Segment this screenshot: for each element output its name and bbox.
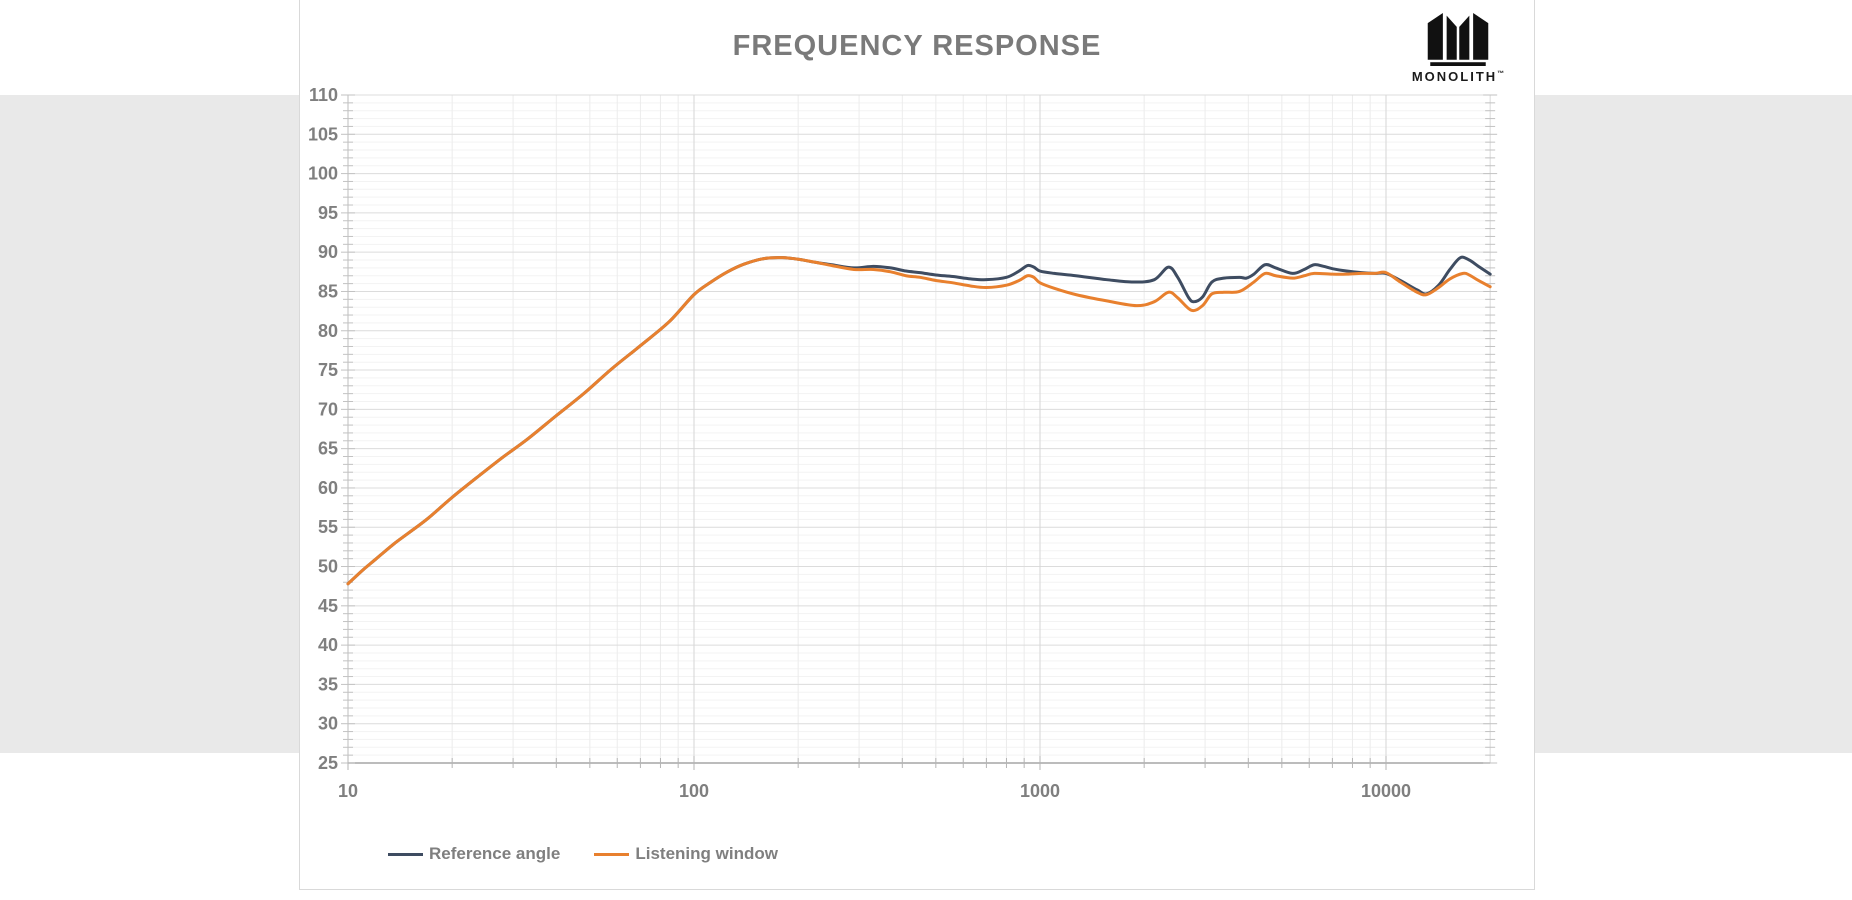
y-tick-label: 60 xyxy=(318,478,338,498)
y-tick-label: 30 xyxy=(318,714,338,734)
y-tick-label: 80 xyxy=(318,321,338,341)
y-tick-label: 25 xyxy=(318,753,338,773)
y-tick-label: 95 xyxy=(318,203,338,223)
legend-label-listening-window: Listening window xyxy=(635,844,778,863)
legend-swatch-listening-window xyxy=(594,852,630,856)
legend-swatch-reference-angle xyxy=(388,852,423,856)
y-tick-label: 65 xyxy=(318,439,338,459)
x-tick-label: 10 xyxy=(338,781,358,801)
y-tick-label: 110 xyxy=(309,85,338,105)
y-tick-label: 90 xyxy=(318,242,338,262)
y-axis-labels: 110 105 100 95 90 85 80 75 70 65 60 55 50 45 40 35 30 25 xyxy=(308,85,338,773)
grid-minor xyxy=(348,95,1491,763)
chart-title: FREQUENCY RESPONSE xyxy=(732,30,1102,62)
y-tick-label: 100 xyxy=(308,164,338,184)
y-tick-label: 40 xyxy=(318,635,338,655)
y-tick-label: 45 xyxy=(318,596,338,616)
y-tick-label: 75 xyxy=(318,360,338,380)
monolith-logo-icon xyxy=(1427,13,1489,66)
monolith-brand-name: MONOLITH™ xyxy=(1411,69,1505,84)
x-tick-label: 100 xyxy=(679,781,709,801)
y-tick-label: 85 xyxy=(318,281,338,301)
y-tick-label: 35 xyxy=(318,674,338,694)
monolith-logo: MONOLITH™ xyxy=(1406,8,1510,84)
y-tick-label: 105 xyxy=(308,124,338,144)
x-tick-label: 10000 xyxy=(1361,781,1411,801)
y-tick-label: 50 xyxy=(318,557,338,577)
chart-legend: Reference angle Listening window xyxy=(388,844,778,864)
axis-ticks xyxy=(341,94,1498,770)
y-tick-label: 70 xyxy=(318,399,338,419)
chart-card xyxy=(299,0,1535,890)
x-axis-labels: 10 100 1000 10000 xyxy=(338,781,1411,801)
grid-major xyxy=(347,94,1491,764)
series-listening-window xyxy=(346,256,1492,586)
legend-item-reference-angle: Reference angle xyxy=(388,844,560,864)
trademark-symbol: ™ xyxy=(1497,70,1505,78)
x-tick-label: 1000 xyxy=(1020,781,1060,801)
legend-label-reference-angle: Reference angle xyxy=(429,844,561,863)
y-tick-label: 55 xyxy=(318,517,338,537)
legend-item-listening-window: Listening window xyxy=(594,844,778,864)
